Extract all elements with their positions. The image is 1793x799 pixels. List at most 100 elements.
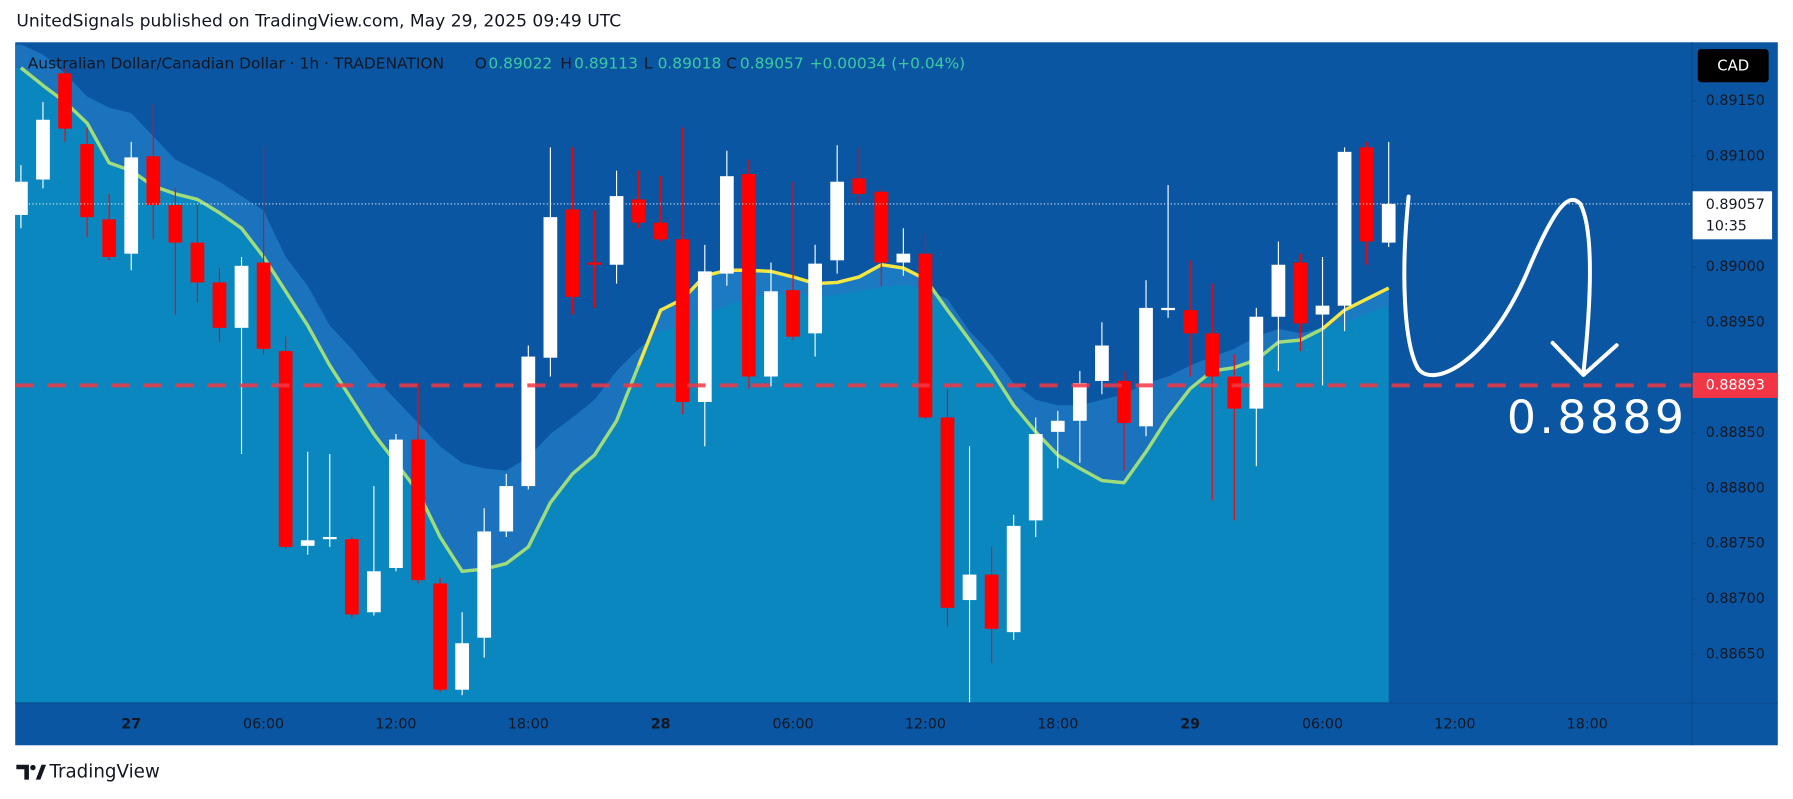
legend-value: 0.89022 — [488, 55, 552, 73]
brand-name: TradingView — [48, 762, 159, 783]
candle-body — [653, 222, 668, 240]
candle-body — [852, 178, 867, 194]
candle-body — [1006, 525, 1021, 633]
level-badge — [1692, 372, 1778, 398]
candle-body — [962, 574, 977, 601]
countdown-label: 10:35 — [1706, 219, 1747, 235]
x-tick-label: 12:00 — [375, 717, 416, 733]
candle-body — [58, 73, 72, 129]
tradingview-logo — [16, 764, 47, 780]
x-tick-label: 12:00 — [1434, 717, 1475, 733]
level-label: 0.88893 — [1706, 377, 1765, 393]
candle-body — [1315, 305, 1330, 315]
candle-body — [1183, 310, 1198, 334]
last-price-badge — [1692, 191, 1773, 240]
candle-body — [742, 173, 756, 377]
y-tick-label: 0.89150 — [1706, 93, 1765, 109]
hand-drawn-arrow — [1402, 194, 1592, 378]
candle-body — [1271, 264, 1286, 317]
candle-body — [367, 571, 381, 613]
candle-body — [477, 531, 492, 638]
x-tick-label: 06:00 — [772, 717, 813, 733]
ma-line — [1321, 286, 1390, 331]
candle-body — [499, 486, 514, 532]
candle-body — [940, 417, 955, 608]
x-tick-label: 06:00 — [1302, 717, 1343, 733]
candle-body — [278, 351, 293, 547]
candle-body — [609, 196, 624, 265]
candle-body — [36, 119, 50, 180]
legend-key: L — [644, 55, 653, 73]
candle-body — [1117, 380, 1131, 423]
y-tick-label: 0.88950 — [1706, 314, 1765, 330]
legend-value: 0.89113 — [574, 55, 638, 73]
candle-body — [168, 204, 183, 243]
candle-body — [389, 439, 403, 568]
candle-body — [1072, 383, 1087, 421]
candle-body — [675, 239, 690, 402]
candle-body — [984, 574, 999, 629]
legend-change: +0.00034 (+0.04%) — [810, 55, 966, 73]
candle-body — [102, 219, 117, 257]
candle-body — [521, 356, 536, 487]
legend-key: H — [560, 55, 572, 73]
candles — [14, 67, 1396, 703]
x-tick-label: 27 — [121, 717, 141, 733]
candle-body — [1050, 420, 1065, 432]
legend-value: 0.89057 — [740, 55, 804, 73]
candle-body — [1205, 333, 1220, 377]
candle-body — [874, 191, 889, 263]
x-tick-label: 18:00 — [508, 717, 549, 733]
annotation: 0.8889 — [1507, 391, 1688, 444]
candle-body — [411, 439, 425, 581]
arrow-head — [1550, 340, 1619, 377]
candle-body — [300, 540, 315, 546]
candle-body — [1337, 151, 1352, 306]
x-tick-label: 06:00 — [243, 717, 284, 733]
candle-body — [764, 291, 778, 377]
legend-title: Australian Dollar/Canadian Dollar · 1h ·… — [28, 55, 444, 73]
candle-body — [565, 209, 580, 297]
candle-body — [918, 253, 933, 418]
candle-body — [587, 262, 602, 265]
candle-body — [720, 176, 734, 274]
candle-body — [830, 181, 845, 261]
candle-body — [212, 282, 227, 328]
candle-body — [256, 262, 271, 349]
y-tick-label: 0.88650 — [1706, 646, 1765, 662]
legend-key: O — [475, 55, 487, 73]
candle-body — [786, 290, 800, 337]
x-tick-label: 12:00 — [905, 717, 946, 733]
candle-body — [124, 157, 139, 254]
candle-body — [322, 536, 337, 540]
candle-body — [146, 156, 161, 205]
legend-value: 0.89018 — [658, 55, 722, 73]
candle-body — [1293, 262, 1308, 324]
candle-body — [896, 253, 911, 263]
candle-body — [344, 539, 359, 615]
candle-body — [1028, 434, 1043, 521]
y-tick-label: 0.89000 — [1706, 259, 1765, 275]
candle-body — [455, 643, 469, 690]
x-tick-label: 18:00 — [1037, 717, 1078, 733]
candle-body — [1139, 307, 1153, 427]
y-tick-label: 0.88850 — [1706, 425, 1765, 441]
y-tick-label: 0.88750 — [1706, 536, 1765, 552]
last-price-label: 0.89057 — [1706, 197, 1765, 213]
candle-body — [14, 181, 28, 215]
publish-header: UnitedSignals published on TradingView.c… — [16, 12, 621, 32]
x-tick-label: 28 — [651, 717, 671, 733]
overlays: 0.89150 0.89100 0.89000 0.88950 0.88850 0.888… — [15, 55, 1778, 733]
x-tick-label: 29 — [1180, 717, 1200, 733]
candle-body — [234, 265, 249, 328]
candle-body — [80, 144, 94, 218]
currency-label[interactable]: CAD — [1717, 56, 1749, 74]
candle-body — [1249, 316, 1264, 409]
currency-button[interactable] — [1697, 49, 1769, 83]
candle-body — [1381, 203, 1396, 243]
candle-body — [1359, 147, 1374, 242]
candle-body — [697, 271, 712, 402]
candle-body — [1095, 345, 1109, 381]
